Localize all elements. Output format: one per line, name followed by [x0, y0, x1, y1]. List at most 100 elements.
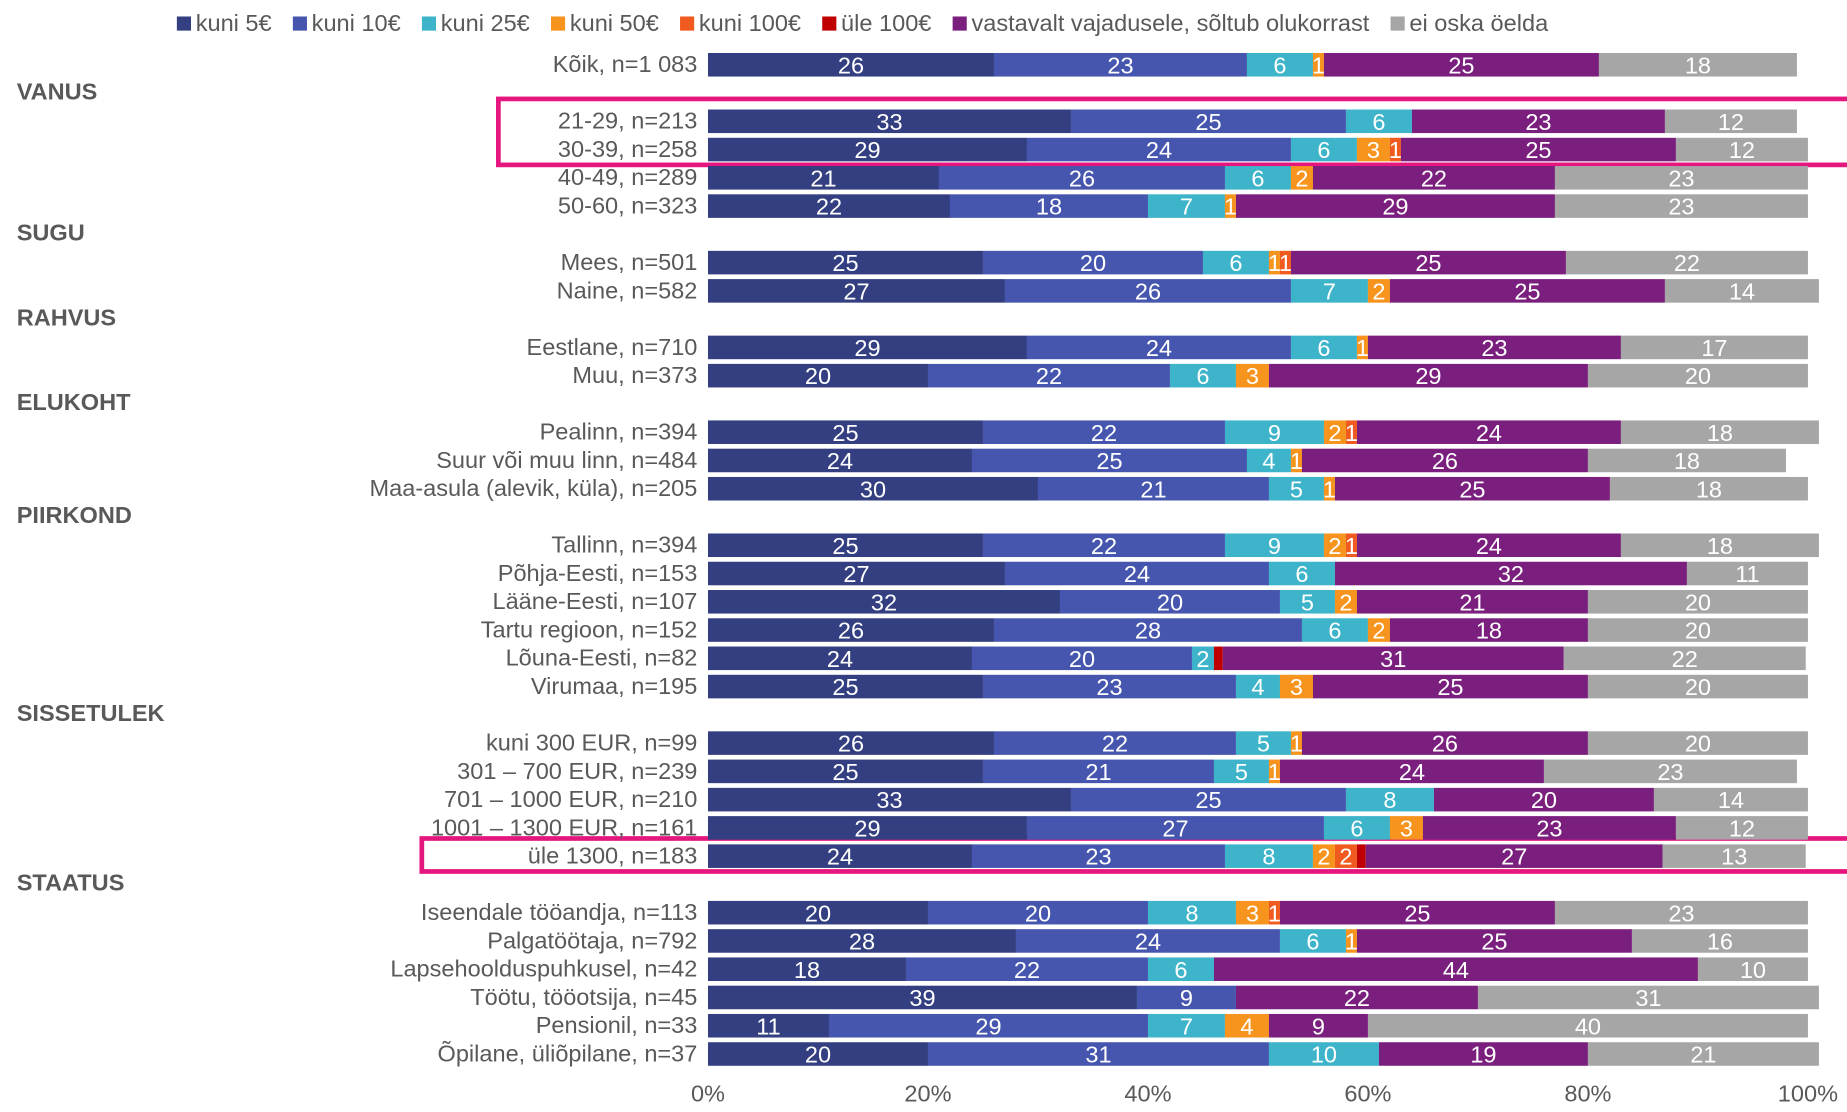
bar-segment — [1389, 816, 1423, 840]
bar-segment — [982, 420, 1225, 444]
bar-segment — [1389, 137, 1401, 162]
data-label: 20 — [1069, 646, 1095, 672]
bar-segment — [707, 674, 983, 699]
data-label: 31 — [1635, 985, 1661, 1011]
bar-segment — [707, 1042, 928, 1066]
bar-segment — [1411, 109, 1665, 134]
bar-segment — [1323, 420, 1346, 444]
bar-segment — [982, 674, 1236, 699]
bar-segment — [1345, 109, 1412, 134]
y-tick-label: 50-60, n=323 — [558, 192, 697, 218]
data-label: 18 — [1707, 533, 1733, 559]
data-label: 29 — [975, 1013, 1001, 1039]
data-label: 25 — [1415, 250, 1441, 276]
legend-label: kuni 5€ — [196, 10, 272, 36]
data-label: 20 — [805, 363, 831, 389]
data-label: 6 — [1317, 137, 1330, 163]
highlight-box — [496, 96, 1847, 168]
bar-segment — [1367, 618, 1390, 642]
bar-segment — [1662, 844, 1806, 868]
bar-segment — [1587, 731, 1808, 755]
bar-segment — [1312, 674, 1588, 699]
data-label: 25 — [1448, 52, 1474, 78]
data-label: 23 — [1096, 674, 1122, 700]
data-label: 25 — [832, 420, 858, 446]
data-label: 20 — [1685, 589, 1711, 615]
y-tick-label: Muu, n=373 — [572, 362, 697, 388]
data-label: 11 — [1735, 561, 1759, 587]
y-tick-label: 40-49, n=289 — [558, 164, 697, 190]
y-tick-label: Virumaa, n=195 — [531, 673, 697, 699]
bar-segment — [1235, 194, 1555, 218]
bar-segment — [1070, 787, 1346, 812]
data-label: 1 — [1268, 250, 1281, 276]
data-label: 32 — [871, 589, 897, 615]
bar-segment — [707, 335, 1027, 360]
bar-segment — [1554, 900, 1808, 925]
data-label: 25 — [1195, 787, 1221, 813]
bar-segment — [1587, 1042, 1819, 1066]
data-label: 27 — [843, 278, 869, 304]
bar-segment — [1697, 957, 1808, 981]
data-label: 1 — [1312, 52, 1325, 78]
bar-segment — [707, 759, 983, 784]
bar-segment — [1059, 590, 1280, 614]
data-label: 31 — [1085, 1042, 1111, 1068]
bar-segment — [707, 561, 1005, 586]
data-label: 23 — [1668, 900, 1694, 926]
bar-segment — [707, 900, 928, 925]
data-label: 5 — [1301, 589, 1314, 615]
bar-segment — [1235, 363, 1269, 388]
data-label: 22 — [1344, 985, 1370, 1011]
data-label: 10 — [1740, 957, 1766, 983]
bar-segment — [1367, 1013, 1808, 1038]
bar-segment — [1026, 335, 1291, 360]
data-label: 22 — [1672, 646, 1698, 672]
y-tick-label: Pensionil, n=33 — [536, 1012, 698, 1038]
data-label: 14 — [1718, 787, 1744, 813]
bar-segment — [1367, 335, 1621, 360]
bar-segment — [1246, 52, 1313, 77]
bar-segment — [1026, 137, 1291, 162]
data-label: 18 — [1696, 476, 1722, 502]
bar-segment — [1147, 957, 1214, 981]
group-header: ELUKOHT — [17, 389, 131, 415]
bar-segment — [707, 194, 950, 218]
data-label: 3 — [1246, 363, 1259, 389]
bar-segment — [1345, 787, 1434, 812]
bar-segment — [1290, 137, 1357, 162]
bar-segment — [1356, 533, 1621, 558]
bar-segment — [982, 533, 1225, 558]
bar-segment — [1191, 646, 1214, 671]
data-label: 1 — [1345, 929, 1358, 955]
bar-segment — [927, 363, 1170, 388]
data-label: 24 — [1476, 420, 1502, 446]
bar-segment — [1587, 590, 1808, 614]
bar-segment — [1334, 844, 1357, 868]
group-header: SISSETULEK — [17, 700, 165, 726]
bar-segment — [927, 1042, 1269, 1066]
legend-label: kuni 50€ — [570, 10, 659, 36]
data-label: 20 — [1080, 250, 1106, 276]
bar-segment — [1686, 561, 1808, 586]
data-label: 9 — [1268, 420, 1281, 446]
y-tick-label: Tallinn, n=394 — [551, 532, 697, 558]
data-label: 6 — [1174, 957, 1187, 983]
bar-segment — [1400, 137, 1676, 162]
bar-segment — [1213, 759, 1269, 784]
data-label: 20 — [1685, 674, 1711, 700]
bar-segment — [1378, 1042, 1588, 1066]
y-tick-label: Kõik, n=1 083 — [553, 51, 698, 77]
y-tick-label: Eestlane, n=710 — [527, 334, 698, 360]
bar-segment — [1268, 363, 1588, 388]
data-label: 27 — [1162, 815, 1188, 841]
data-label: 20 — [1025, 900, 1051, 926]
data-label: 22 — [1091, 533, 1117, 559]
data-label: 5 — [1235, 759, 1248, 785]
data-label: 1 — [1290, 448, 1303, 474]
data-label: 3 — [1290, 674, 1303, 700]
legend-swatch — [421, 16, 437, 31]
data-label: 29 — [854, 137, 880, 163]
data-label: 8 — [1262, 844, 1275, 870]
data-label: 26 — [1135, 278, 1161, 304]
